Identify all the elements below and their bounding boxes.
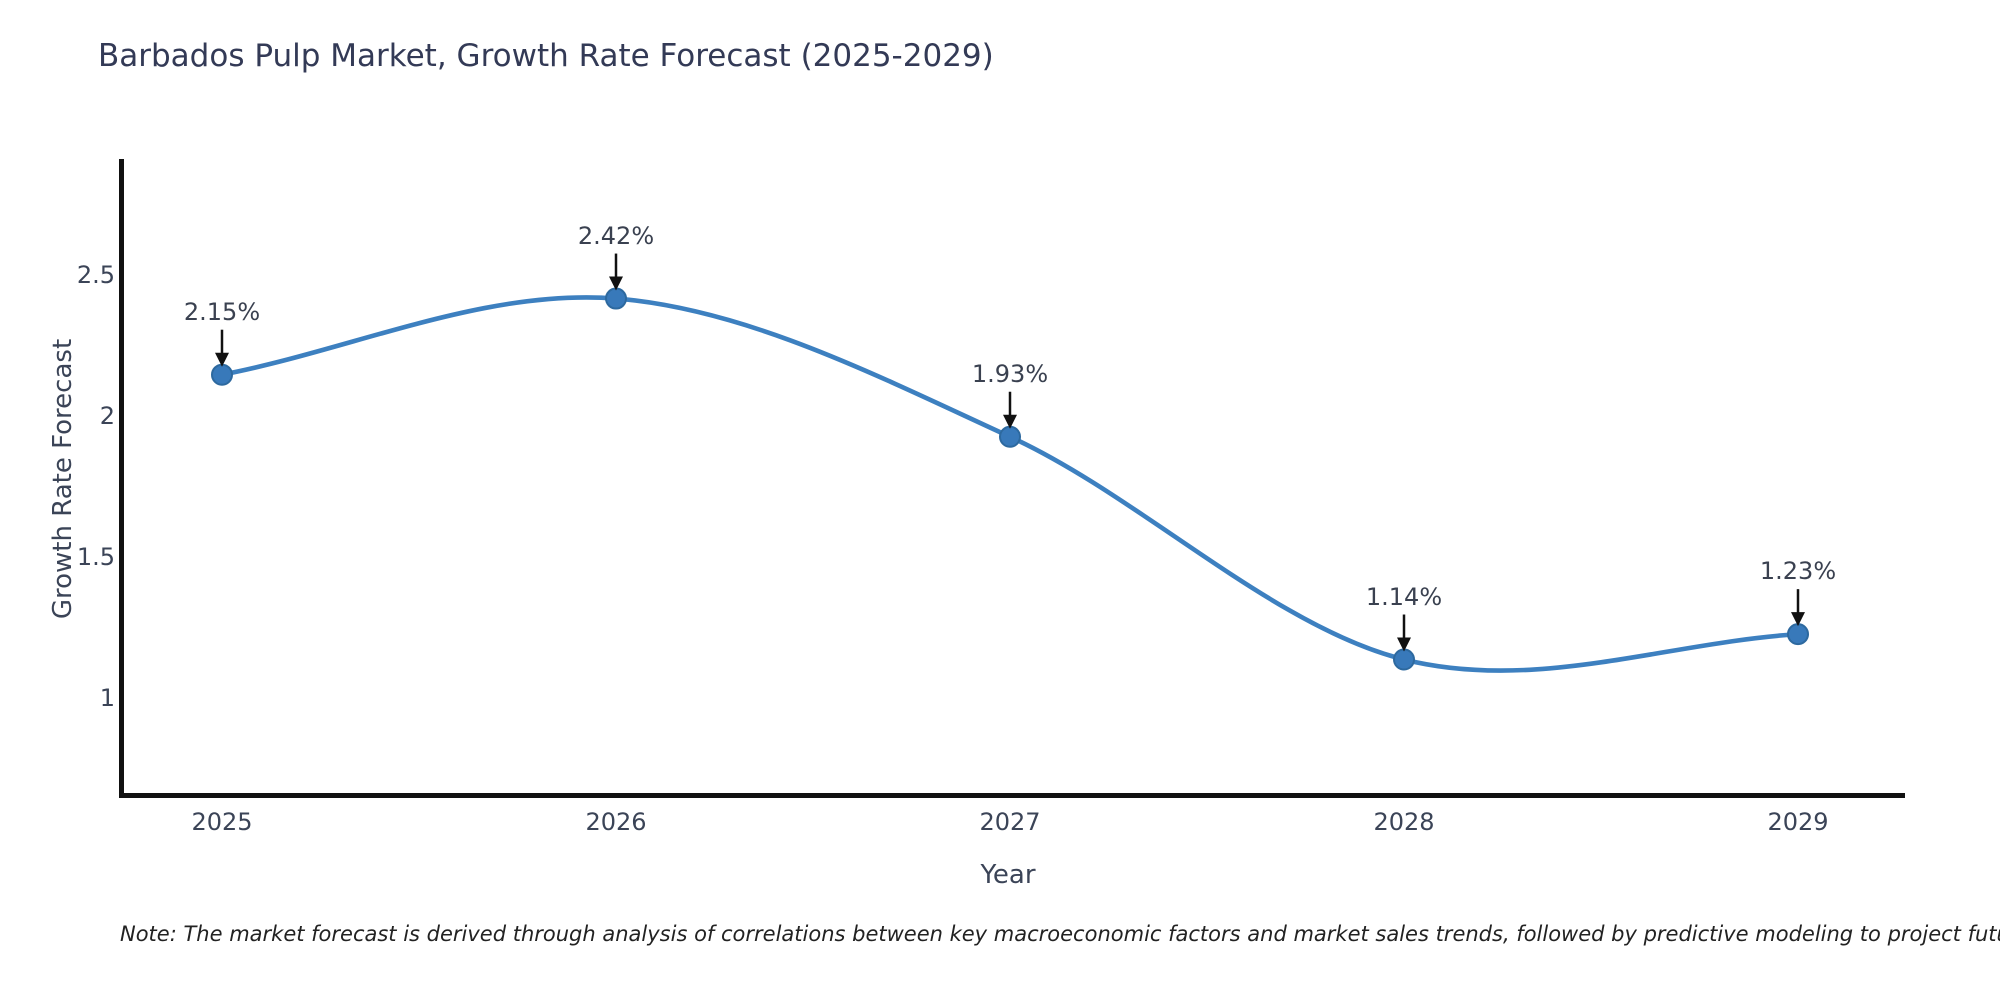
x-tick-label: 2027: [979, 808, 1041, 836]
data-point-marker: [605, 287, 627, 310]
annotation-arrowhead-icon: [609, 276, 623, 291]
point-annotation-label: 1.14%: [1365, 582, 1443, 611]
data-point-marker: [999, 425, 1021, 448]
annotation-arrowhead-icon: [1791, 612, 1805, 627]
point-annotation-label: 1.23%: [1759, 557, 1837, 586]
point-annotation-label: 2.42%: [577, 221, 655, 250]
x-tick-label: 2029: [1767, 808, 1829, 836]
data-point-marker: [1787, 623, 1809, 646]
x-axis-spine: [119, 793, 1905, 798]
forecast-line: [219, 295, 1801, 673]
y-tick-label: 2.5: [76, 261, 115, 289]
x-tick-label: 2025: [191, 808, 253, 836]
y-tick-label: 1: [99, 684, 115, 712]
chart-title: Barbados Pulp Market, Growth Rate Foreca…: [98, 38, 994, 74]
point-annotation-label: 2.15%: [183, 297, 261, 326]
y-tick-label: 1.5: [76, 543, 115, 571]
data-point-marker: [1393, 648, 1415, 671]
x-tick-label: 2028: [1373, 808, 1435, 836]
annotation-arrowhead-icon: [1003, 414, 1017, 429]
annotation-arrowhead-icon: [1397, 637, 1411, 652]
footnote: Note: The market forecast is derived thr…: [120, 922, 2000, 946]
y-tick-label: 2: [99, 402, 115, 430]
data-point-marker: [211, 363, 233, 386]
y-axis-spine: [119, 159, 124, 798]
x-tick-label: 2026: [585, 808, 647, 836]
x-axis-title: Year: [980, 860, 1036, 890]
point-annotation-label: 1.93%: [971, 359, 1049, 388]
annotation-arrowhead-icon: [215, 352, 229, 367]
